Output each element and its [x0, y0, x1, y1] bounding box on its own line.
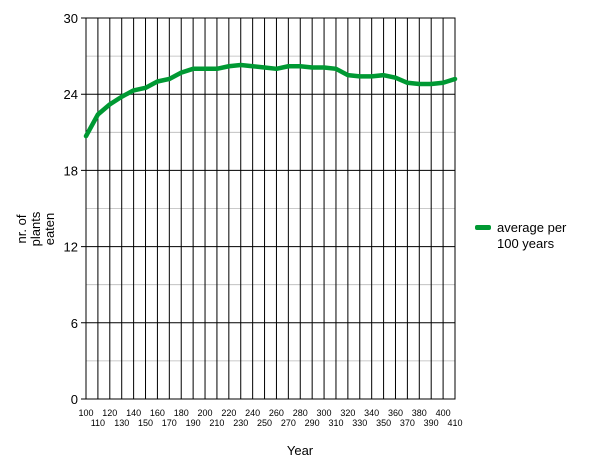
y-axis-title-line-1: nr. of — [14, 214, 29, 243]
y-axis-title: nr. of plants eaten — [14, 211, 57, 246]
x-tick-label: 120 — [102, 408, 117, 418]
legend-label-line-1: average per — [497, 220, 567, 235]
x-tick-label: 410 — [447, 418, 462, 428]
x-tick-label: 150 — [138, 418, 153, 428]
x-tick-label: 380 — [412, 408, 427, 418]
plot-frame — [85, 17, 456, 400]
y-tick-label: 30 — [64, 11, 78, 26]
x-tick-label: 210 — [209, 418, 224, 428]
x-tick-label: 390 — [424, 418, 439, 428]
x-tick-label: 250 — [257, 418, 272, 428]
y-tick-label: 0 — [71, 392, 78, 407]
x-tick-label: 260 — [269, 408, 284, 418]
y-tick-label: 6 — [71, 316, 78, 331]
x-tick-label: 370 — [400, 418, 415, 428]
series-line-0 — [83, 62, 458, 139]
x-tick-label: 320 — [340, 408, 355, 418]
x-tick-label: 160 — [150, 408, 165, 418]
x-tick-label: 400 — [436, 408, 451, 418]
x-tick-label: 310 — [328, 418, 343, 428]
x-tick-label: 110 — [91, 418, 105, 428]
x-tick-label: 230 — [233, 418, 248, 428]
x-tick-label: 290 — [305, 418, 320, 428]
x-tick-label: 280 — [293, 408, 308, 418]
x-tick-label: 100 — [78, 408, 93, 418]
x-tick-label: 350 — [376, 418, 391, 428]
legend-label-line-2: 100 years — [497, 236, 555, 251]
legend-swatch — [475, 225, 491, 230]
x-tick-label: 270 — [281, 418, 296, 428]
legend: average per 100 years — [475, 220, 567, 251]
y-axis-title-line-2: plants — [28, 211, 43, 246]
grid — [81, 17, 456, 400]
x-tick-label: 140 — [126, 408, 141, 418]
x-tick-label: 220 — [221, 408, 236, 418]
x-tick-label: 180 — [174, 408, 189, 418]
x-tick-label: 240 — [245, 408, 260, 418]
x-tick-label: 300 — [317, 408, 332, 418]
x-tick-label: 360 — [388, 408, 403, 418]
x-axis-title: Year — [287, 443, 314, 458]
y-tick-label: 18 — [64, 163, 78, 178]
series — [83, 62, 458, 139]
x-tick-label: 330 — [352, 418, 367, 428]
x-tick-label: 340 — [364, 408, 379, 418]
x-tick-label: 190 — [186, 418, 201, 428]
x-tick-label: 170 — [162, 418, 177, 428]
x-tick-label: 130 — [114, 418, 129, 428]
y-tick-label: 12 — [64, 240, 78, 255]
y-tick-label: 24 — [64, 87, 78, 102]
x-tick-label: 200 — [198, 408, 213, 418]
tick-labels: 1001101201301401501601701801902002102202… — [64, 11, 463, 428]
y-axis-title-line-3: eaten — [42, 213, 57, 246]
